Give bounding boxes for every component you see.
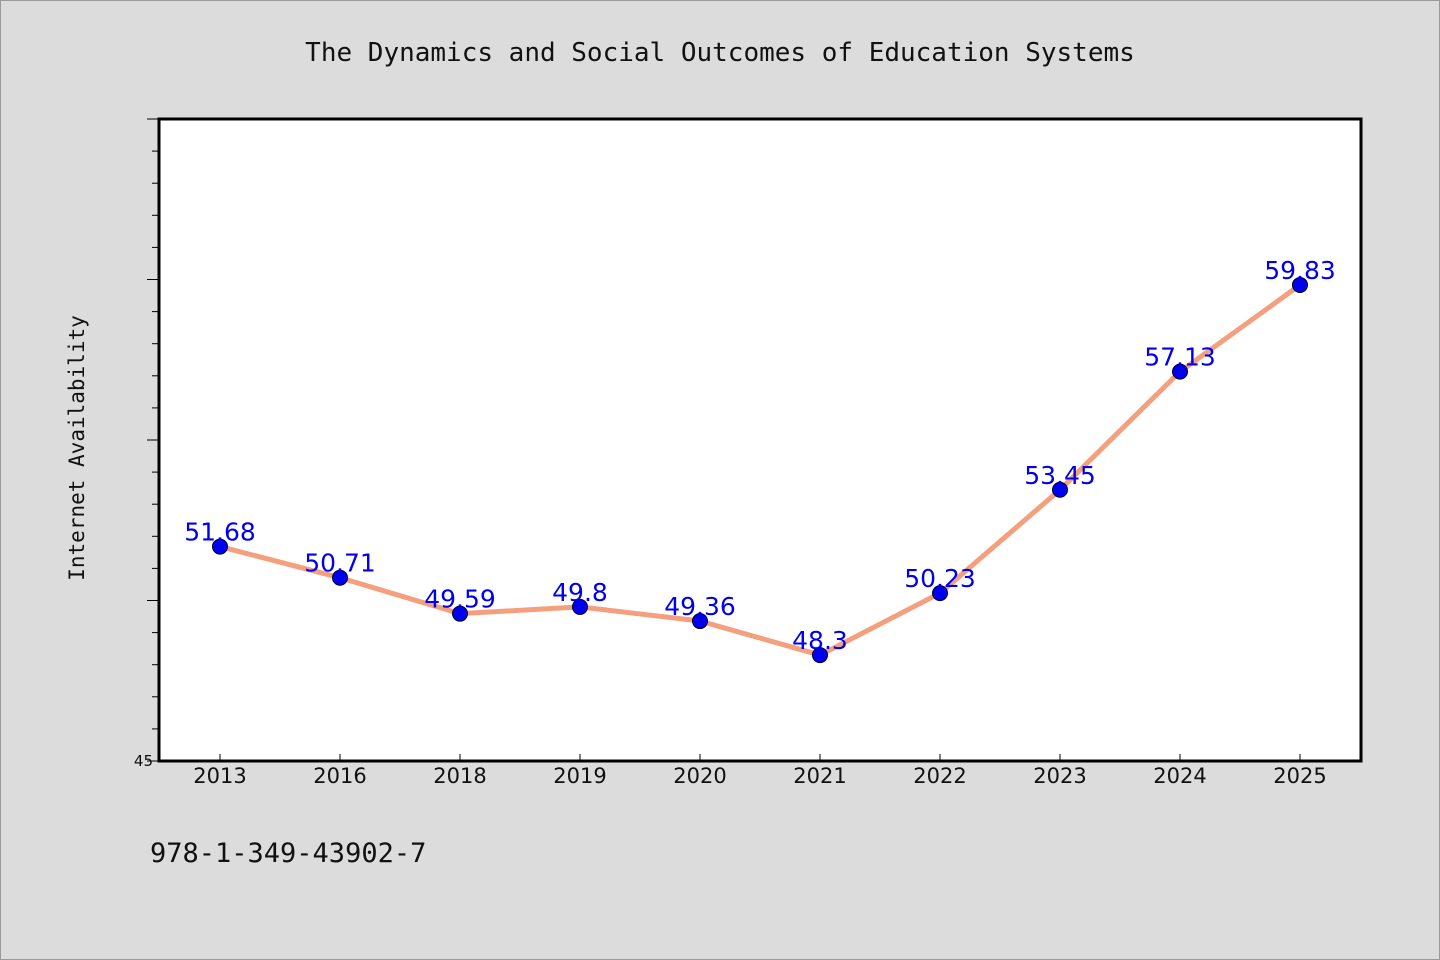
x-tick-label: 2020	[673, 764, 726, 788]
x-tick-label: 2025	[1273, 764, 1326, 788]
series-markers	[212, 276, 1308, 664]
data-point	[812, 647, 828, 664]
data-point	[332, 569, 348, 586]
data-label: 48.3	[792, 626, 848, 655]
data-point	[1052, 481, 1068, 498]
data-label: 53.45	[1024, 461, 1096, 490]
data-label: 50.71	[304, 549, 376, 578]
data-point	[1172, 363, 1188, 380]
data-point	[572, 598, 588, 615]
data-point	[932, 585, 948, 602]
data-label: 57.13	[1144, 343, 1216, 372]
y-axis-label: Internet Availability	[65, 315, 89, 581]
data-point	[212, 538, 228, 555]
data-point	[1292, 276, 1308, 293]
data-point	[692, 613, 708, 630]
data-label: 51.68	[184, 518, 256, 547]
data-label: 49.59	[424, 585, 496, 614]
y-axis-ticks	[147, 118, 159, 762]
series-line	[217, 282, 1303, 658]
x-tick-label: 2022	[913, 764, 966, 788]
isbn-footer: 978-1-349-43902-7	[150, 838, 426, 869]
x-tick-label: 2016	[313, 764, 366, 788]
data-point	[452, 605, 468, 622]
chart-title: The Dynamics and Social Outcomes of Educ…	[305, 38, 1135, 68]
plot-area	[157, 117, 1363, 763]
data-label: 49.8	[552, 578, 608, 607]
data-label: 50.23	[904, 564, 976, 593]
y-tick-label-min: 45	[134, 752, 153, 770]
x-tick-label: 2018	[433, 764, 486, 788]
data-labels: 51.68 50.71 49.59 49.8 49.36 48.3 50.23 53.45 57…	[184, 256, 1336, 655]
x-axis-tick-labels: 2013 2016 2018 2019 2020 2021 2022 2023 2024 2025	[193, 764, 1326, 788]
x-tick-label: 2019	[553, 764, 606, 788]
x-tick-label: 2024	[1153, 764, 1206, 788]
x-tick-label: 2023	[1033, 764, 1086, 788]
x-axis-ticks	[219, 754, 1301, 761]
data-label: 59.83	[1264, 256, 1336, 285]
x-tick-label: 2013	[193, 764, 246, 788]
x-tick-label: 2021	[793, 764, 846, 788]
data-label: 49.36	[664, 592, 736, 621]
